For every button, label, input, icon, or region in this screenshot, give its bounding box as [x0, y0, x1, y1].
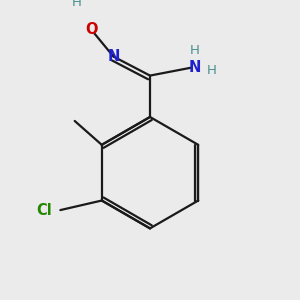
Text: H: H: [190, 44, 200, 57]
Text: N: N: [188, 60, 201, 75]
Text: Cl: Cl: [37, 202, 52, 217]
Text: H: H: [72, 0, 82, 9]
Text: N: N: [107, 49, 120, 64]
Text: O: O: [85, 22, 98, 37]
Text: H: H: [207, 64, 217, 77]
